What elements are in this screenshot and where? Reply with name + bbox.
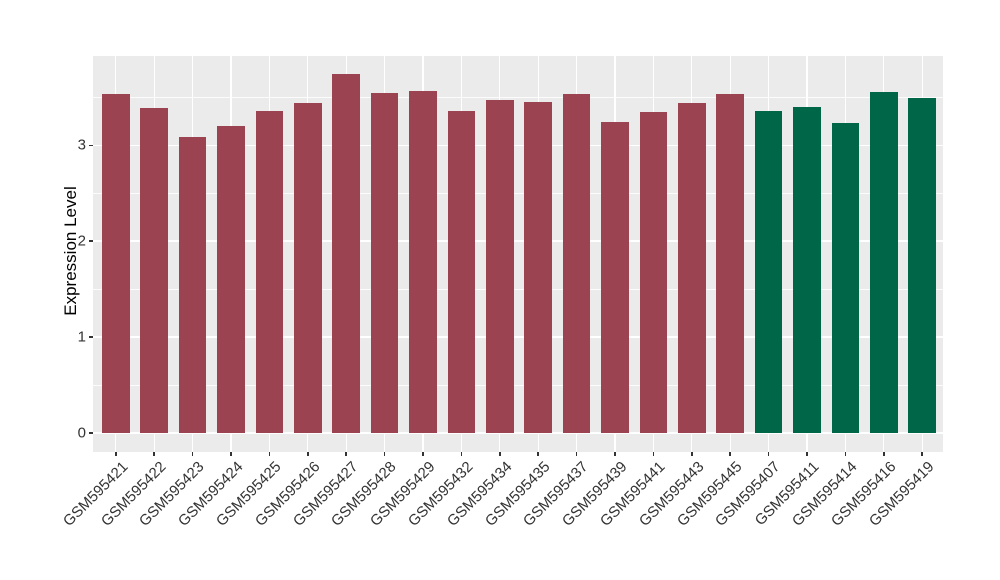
bar	[370, 92, 399, 433]
major-gridline	[93, 144, 943, 147]
bar	[716, 94, 744, 433]
bar	[831, 123, 860, 433]
bar	[332, 74, 360, 433]
bar	[140, 107, 168, 433]
bar	[870, 91, 898, 433]
x-tick-mark	[537, 452, 539, 456]
x-tick-mark	[806, 452, 808, 456]
x-tick-mark	[268, 452, 271, 456]
y-tick-label: 2	[77, 232, 86, 250]
x-tick-mark	[383, 452, 386, 456]
bar	[102, 93, 130, 433]
bar	[178, 136, 207, 433]
y-tick-mark	[89, 432, 93, 434]
bar	[562, 93, 591, 433]
x-tick-mark	[767, 452, 770, 456]
minor-gridline	[93, 385, 943, 387]
minor-gridline	[93, 193, 943, 195]
plot-panel	[93, 56, 943, 452]
x-tick-mark	[230, 452, 232, 456]
x-tick-mark	[345, 452, 347, 456]
x-tick-mark	[652, 452, 655, 456]
y-tick-label: 1	[77, 328, 86, 346]
bar	[409, 90, 437, 433]
bar	[447, 110, 476, 433]
y-tick-mark	[89, 144, 93, 147]
y-tick-mark	[89, 240, 93, 242]
major-gridline	[93, 240, 943, 242]
x-tick-mark	[575, 452, 578, 456]
x-tick-mark	[153, 452, 155, 456]
bar	[678, 103, 706, 433]
bar	[754, 110, 783, 433]
minor-gridline	[93, 97, 943, 99]
x-tick-mark	[691, 452, 693, 456]
x-tick-mark	[844, 452, 847, 456]
bar	[639, 111, 668, 433]
major-gridline	[93, 336, 943, 338]
x-tick-mark	[307, 452, 309, 456]
bar	[793, 106, 821, 433]
bar	[486, 100, 514, 433]
x-tick-mark	[115, 452, 117, 456]
x-tick-mark	[499, 452, 501, 456]
y-tick-mark	[89, 336, 93, 338]
bar	[217, 126, 245, 433]
major-gridline	[93, 432, 943, 434]
y-tick-label: 3	[77, 136, 86, 154]
x-tick-mark	[422, 452, 424, 456]
y-tick-label: 0	[77, 424, 86, 442]
x-tick-mark	[729, 452, 731, 456]
bar	[908, 98, 936, 433]
x-tick-mark	[460, 452, 463, 456]
y-axis-title: Expression Level	[61, 186, 80, 316]
minor-gridline	[93, 289, 943, 291]
bar	[294, 103, 322, 433]
bar	[255, 110, 284, 433]
x-tick-mark	[614, 452, 616, 456]
bar	[601, 122, 629, 433]
x-tick-mark	[921, 452, 923, 456]
bar	[524, 102, 552, 433]
x-tick-mark	[191, 452, 194, 456]
x-tick-mark	[883, 452, 885, 456]
